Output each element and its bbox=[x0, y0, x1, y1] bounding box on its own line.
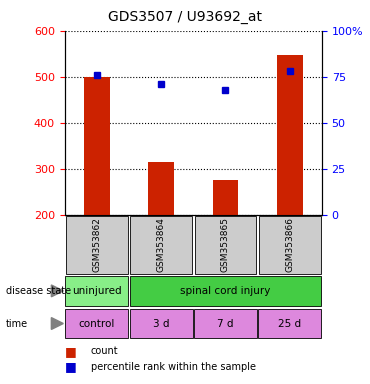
Text: 7 d: 7 d bbox=[217, 318, 234, 329]
Bar bbox=[130, 216, 192, 274]
Polygon shape bbox=[51, 318, 63, 329]
Text: GDS3507 / U93692_at: GDS3507 / U93692_at bbox=[108, 10, 262, 24]
Bar bbox=[194, 309, 257, 338]
Text: uninjured: uninjured bbox=[72, 286, 122, 296]
Text: GSM353865: GSM353865 bbox=[221, 217, 230, 272]
Bar bbox=[65, 276, 128, 306]
Bar bbox=[65, 309, 128, 338]
Bar bbox=[130, 276, 321, 306]
Text: 25 d: 25 d bbox=[278, 318, 301, 329]
Text: count: count bbox=[91, 346, 118, 356]
Text: spinal cord injury: spinal cord injury bbox=[180, 286, 271, 296]
Text: time: time bbox=[6, 318, 28, 329]
Bar bbox=[213, 180, 238, 215]
Text: GSM353866: GSM353866 bbox=[285, 217, 294, 272]
Bar bbox=[66, 216, 128, 274]
Bar bbox=[258, 309, 321, 338]
Bar bbox=[259, 216, 321, 274]
Bar bbox=[84, 77, 110, 215]
Bar bbox=[195, 216, 256, 274]
Text: ■: ■ bbox=[65, 345, 77, 358]
Bar bbox=[148, 162, 174, 215]
Text: 3 d: 3 d bbox=[153, 318, 169, 329]
Text: ■: ■ bbox=[65, 360, 77, 373]
Text: disease state: disease state bbox=[6, 286, 71, 296]
Text: percentile rank within the sample: percentile rank within the sample bbox=[91, 362, 256, 372]
Bar bbox=[130, 309, 193, 338]
Bar bbox=[277, 55, 303, 215]
Text: GSM353864: GSM353864 bbox=[157, 217, 166, 272]
Text: control: control bbox=[79, 318, 115, 329]
Polygon shape bbox=[51, 285, 63, 297]
Text: GSM353862: GSM353862 bbox=[92, 217, 101, 272]
